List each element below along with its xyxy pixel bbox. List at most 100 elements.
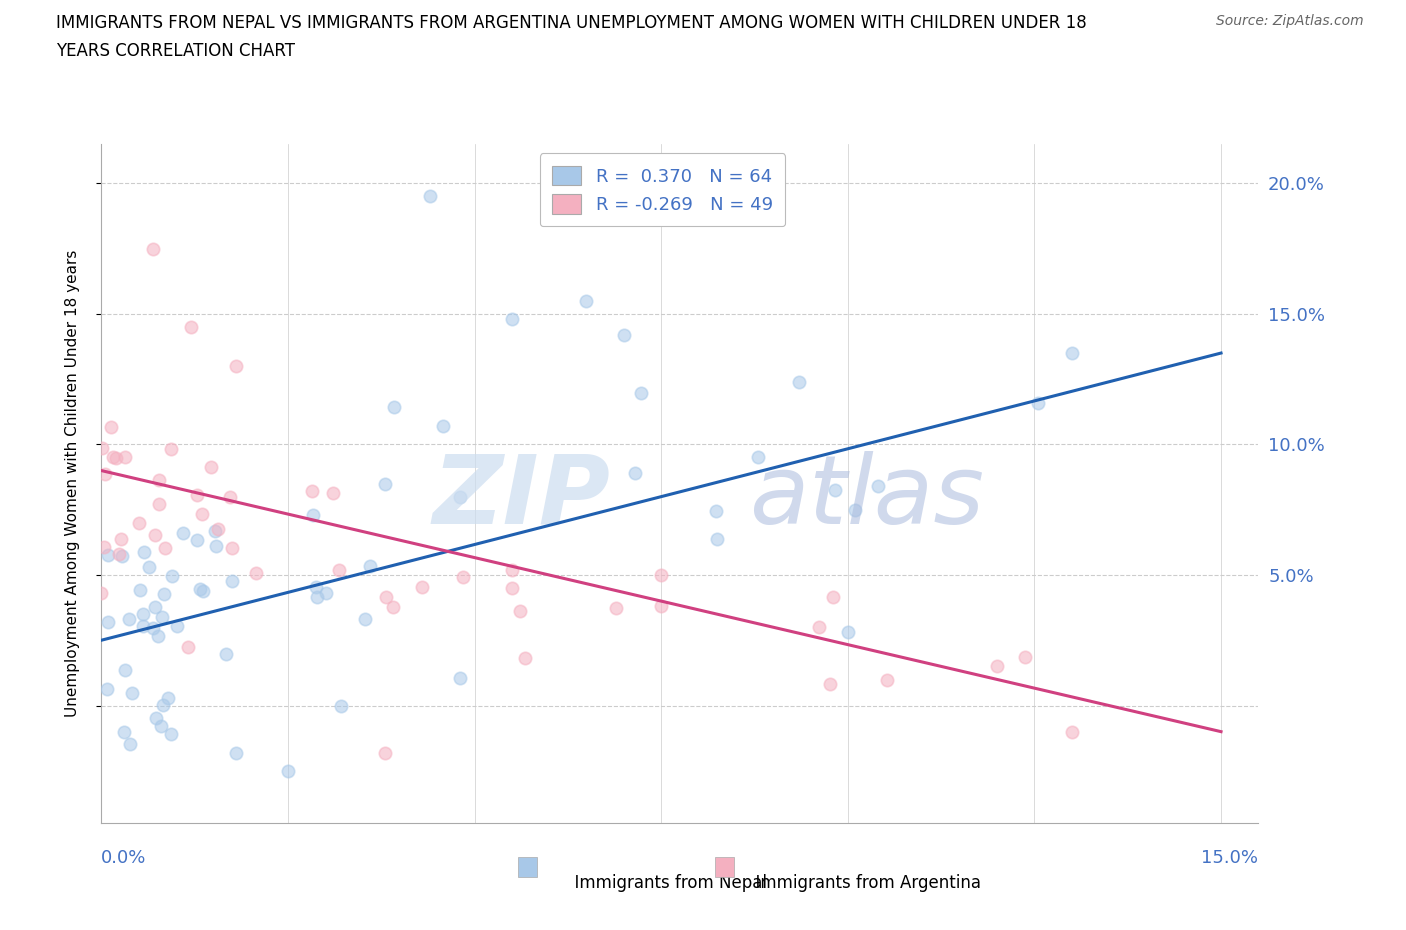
Point [142, 621, 165, 636]
Point [159, 726, 181, 741]
Point [97, 615, 120, 630]
Point [374, 745, 396, 760]
Text: Immigrants from Argentina: Immigrants from Argentina [745, 874, 980, 892]
Point [134, 545, 156, 560]
Point [509, 604, 531, 618]
Point [359, 559, 381, 574]
Point [131, 607, 153, 622]
Text: Source: ZipAtlas.com: Source: ZipAtlas.com [1216, 14, 1364, 28]
Point [90, 585, 112, 600]
Point [96, 682, 118, 697]
Point [112, 724, 135, 739]
Point [575, 293, 598, 308]
Point [818, 676, 841, 691]
Point [149, 719, 172, 734]
Point [322, 485, 344, 500]
Point [142, 241, 165, 256]
Point [821, 590, 844, 604]
Point [1028, 395, 1050, 410]
Point [650, 599, 672, 614]
Point [160, 441, 183, 456]
Point [200, 459, 222, 474]
Point [191, 584, 214, 599]
Point [214, 647, 236, 662]
Point [221, 540, 243, 555]
Point [374, 476, 396, 491]
Point [100, 420, 122, 435]
Point [148, 497, 170, 512]
Point [129, 582, 152, 597]
Point [305, 590, 328, 604]
Point [868, 479, 890, 494]
Point [186, 488, 208, 503]
Point [411, 579, 433, 594]
Point [706, 532, 728, 547]
Point [162, 569, 184, 584]
Point [177, 640, 200, 655]
Point [419, 189, 441, 204]
Point [330, 699, 353, 714]
Point [150, 609, 173, 624]
Point [148, 472, 170, 487]
Point [305, 579, 328, 594]
Point [1060, 724, 1083, 739]
Point [152, 587, 174, 602]
Point [624, 465, 647, 480]
Point [128, 516, 150, 531]
Point [218, 489, 240, 504]
Point [166, 618, 188, 633]
Point [630, 386, 652, 401]
Point [501, 563, 523, 578]
Point [1014, 649, 1036, 664]
Point [114, 449, 136, 464]
Point [605, 601, 627, 616]
Text: 0.0%: 0.0% [101, 849, 146, 867]
Point [225, 745, 247, 760]
Text: Immigrants from Nepal: Immigrants from Nepal [564, 874, 768, 892]
Point [449, 671, 471, 685]
Point [302, 508, 325, 523]
Point [186, 533, 208, 548]
Point [613, 327, 636, 342]
Point [225, 359, 247, 374]
Point [107, 547, 129, 562]
Point [808, 619, 831, 634]
Point [277, 764, 299, 778]
Point [1060, 346, 1083, 361]
Point [221, 573, 243, 588]
Point [451, 569, 474, 584]
Point [382, 400, 405, 415]
Point [93, 539, 115, 554]
Point [986, 659, 1008, 674]
Point [143, 528, 166, 543]
Point [207, 522, 229, 537]
Point [152, 698, 174, 712]
Point [824, 483, 846, 498]
Point [121, 685, 143, 700]
Text: YEARS CORRELATION CHART: YEARS CORRELATION CHART [56, 42, 295, 60]
Point [650, 567, 672, 582]
Point [94, 466, 117, 481]
Text: IMMIGRANTS FROM NEPAL VS IMMIGRANTS FROM ARGENTINA UNEMPLOYMENT AMONG WOMEN WITH: IMMIGRANTS FROM NEPAL VS IMMIGRANTS FROM… [56, 14, 1087, 32]
Point [449, 489, 471, 504]
Point [245, 565, 267, 580]
Point [180, 320, 202, 335]
Point [876, 672, 898, 687]
Point [501, 580, 523, 595]
Point [432, 418, 454, 433]
Text: atlas: atlas [749, 451, 984, 544]
Y-axis label: Unemployment Among Women with Children Under 18 years: Unemployment Among Women with Children U… [66, 250, 80, 717]
Point [787, 375, 810, 390]
Point [111, 549, 134, 564]
Point [328, 563, 350, 578]
Point [138, 560, 160, 575]
Point [120, 737, 142, 751]
Point [90, 441, 112, 456]
Point [132, 618, 155, 633]
Point [382, 600, 405, 615]
Point [204, 524, 226, 538]
Point [844, 502, 866, 517]
Point [301, 484, 323, 498]
Point [375, 590, 398, 604]
Point [146, 628, 169, 643]
